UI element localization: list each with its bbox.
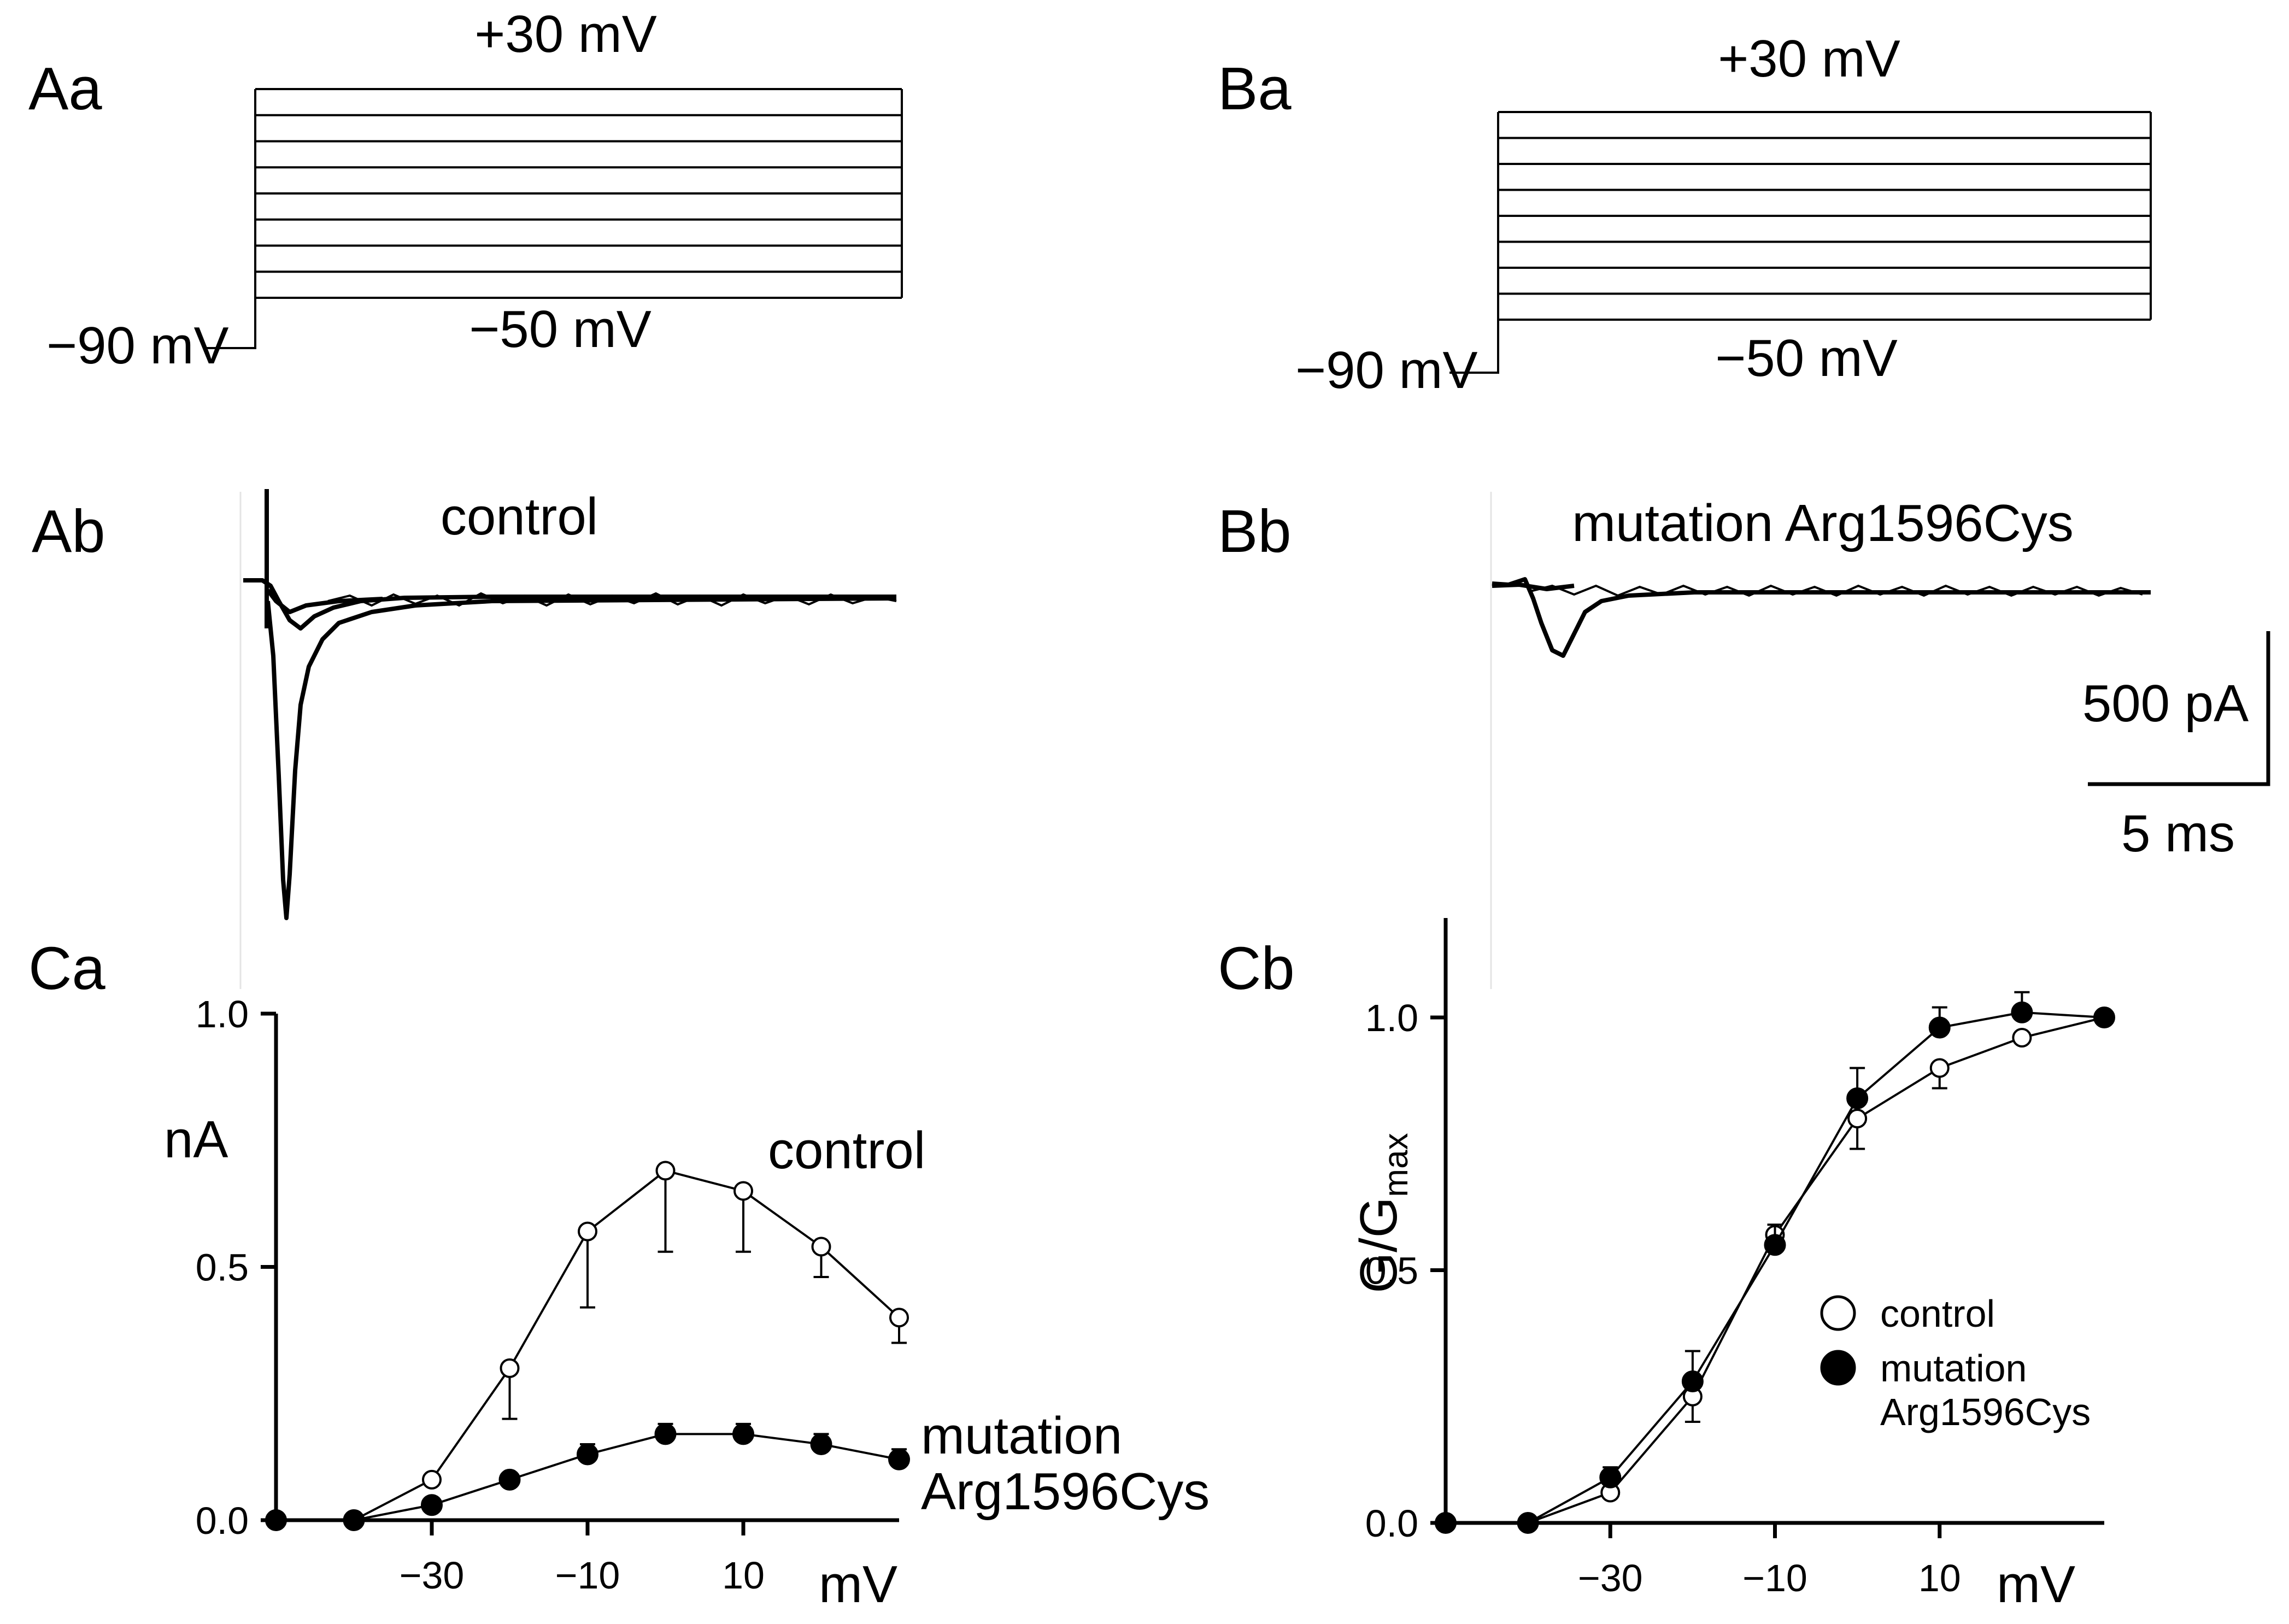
ca-series-control-point [733, 1181, 753, 1201]
panel-label-cb: Cb [1218, 935, 1295, 1002]
panel-label-bb: Bb [1218, 498, 1292, 565]
ca-series-mutation-point [810, 1433, 832, 1455]
cb-series-control-point [1929, 1058, 1950, 1078]
iv-chart-ca: 0.0 0.5 1.0 −30 −10 10 nA mV control mutation… [164, 993, 1210, 1614]
trace-a-noise [327, 592, 897, 607]
ca-series-mutation-point [888, 1448, 910, 1470]
cb-series-mutation-point [1681, 1370, 1704, 1392]
activation-chart-cb: 0.0 0.5 1.0 −30 −10 10 G/Gmax mV control muta… [1349, 918, 2115, 1614]
scale-bar-current-label: 500 pA [2082, 674, 2249, 733]
panel-label-ca: Ca [28, 935, 105, 1002]
ca-annotation-mutation-name: Arg1596Cys [921, 1462, 1210, 1521]
cb-y-tick-label: 0.5 [1365, 1250, 1418, 1292]
cb-y-tick-label: 1.0 [1365, 997, 1418, 1039]
panel-label-aa: Aa [28, 55, 102, 122]
ca-series-control-point [578, 1221, 597, 1241]
trace-a-small-current [243, 578, 896, 631]
protocol-a-holding-line [203, 298, 256, 349]
ca-series-control-point [889, 1308, 909, 1328]
ca-series-mutation-point [265, 1509, 287, 1531]
cb-legend-control: control [1880, 1292, 1995, 1335]
trace-a-peak-current [266, 596, 897, 920]
trace-b-label: mutation Arg1596Cys [1572, 494, 2074, 552]
cb-legend-open-marker [1820, 1295, 1856, 1331]
protocol-b-holding-label: −90 mV [1295, 341, 1478, 399]
ca-y-tick-label: 1.0 [196, 993, 249, 1035]
scale-bar: 500 pA 5 ms [2082, 631, 2270, 863]
cb-series-mutation-point [1517, 1512, 1539, 1534]
trace-b-baseline-current [1492, 582, 1575, 591]
cb-axes: 0.0 0.5 1.0 −30 −10 10 [1365, 918, 2104, 1599]
cb-legend-mutation-name: Arg1596Cys [1880, 1391, 2091, 1433]
panel-label-ab: Ab [32, 498, 105, 565]
protocol-b-steps [1498, 111, 2151, 321]
ca-annotation-mutation: mutation [921, 1407, 1122, 1465]
protocol-a-top-label: +30 mV [474, 5, 657, 63]
cb-legend-filled-marker [1820, 1350, 1856, 1386]
ca-y-tick-label: 0.0 [196, 1499, 249, 1542]
ca-annotation-control: control [768, 1121, 925, 1180]
ca-series [265, 1161, 910, 1531]
ca-y-tick-label: 0.5 [196, 1246, 249, 1289]
ca-series-control-point [500, 1358, 520, 1378]
ca-x-tick-label: −10 [555, 1554, 620, 1597]
ca-series-control-point [811, 1237, 831, 1257]
cb-series-control-point [1847, 1109, 1868, 1128]
ca-y-axis-label: nA [164, 1110, 228, 1169]
ca-series-mutation-point [343, 1509, 365, 1531]
cb-series-mutation-point [2093, 1007, 2115, 1028]
protocol-a-steps [255, 88, 902, 299]
cb-x-tick-label: −30 [1578, 1557, 1643, 1599]
trace-a-medium-current [266, 589, 383, 614]
ca-x-axis-label: mV [819, 1555, 897, 1614]
cb-series-mutation-point [1846, 1087, 1869, 1109]
protocol-b-top-label: +30 mV [1718, 30, 1900, 88]
ca-x-tick-label: 10 [722, 1554, 765, 1597]
cb-legend-mutation: mutation [1880, 1347, 2027, 1390]
protocol-a-bottom-label: −50 mV [469, 300, 652, 358]
voltage-protocol-a: +30 mV −50 mV −90 mV [46, 5, 903, 375]
trace-a-label: control [441, 487, 598, 546]
current-traces-mutation: mutation Arg1596Cys [1490, 492, 2151, 989]
ca-series-mutation-point [577, 1443, 598, 1466]
ca-series-mutation-point [654, 1423, 677, 1445]
current-traces-control: control [239, 487, 897, 989]
cb-series-mutation-point [1599, 1466, 1622, 1488]
cb-series-mutation-point [1928, 1016, 1951, 1039]
ca-x-tick-label: −30 [400, 1554, 465, 1597]
ca-series-control-point [655, 1161, 676, 1181]
trace-b-peak-current [1492, 577, 2151, 658]
voltage-protocol-b: +30 mV −50 mV −90 mV [1295, 30, 2152, 399]
cb-y-axis-label-main: G/G [1349, 1197, 1408, 1293]
ca-series-mutation-point [421, 1494, 443, 1516]
cb-y-axis-label-sub: max [1377, 1133, 1415, 1197]
ca-series-mutation-point [732, 1423, 754, 1445]
cb-x-tick-label: 10 [1918, 1557, 1961, 1599]
scale-bar-lines [2088, 631, 2270, 786]
protocol-b-bottom-label: −50 mV [1715, 329, 1898, 387]
cb-legend: control mutation Arg1596Cys [1820, 1292, 2091, 1433]
cb-series-control-point [2012, 1028, 2032, 1048]
cb-x-axis-label: mV [1997, 1555, 2075, 1614]
cb-series-mutation-line [1446, 1011, 2105, 1524]
cb-x-tick-label: −10 [1742, 1557, 1807, 1599]
trace-b-noise [1530, 584, 2143, 597]
cb-y-axis-label: G/Gmax [1349, 1133, 1415, 1293]
ca-axes: 0.0 0.5 1.0 −30 −10 10 [196, 993, 899, 1597]
protocol-b-holding-line [1449, 320, 1499, 374]
cb-y-tick-label: 0.0 [1365, 1502, 1418, 1545]
cb-series [1435, 991, 2115, 1534]
cb-series-mutation-point [1764, 1234, 1786, 1256]
cb-series-mutation-point [1435, 1512, 1457, 1534]
ca-series-control-point [422, 1469, 442, 1490]
ca-series-mutation-point [498, 1468, 521, 1491]
scale-bar-time-label: 5 ms [2121, 804, 2235, 863]
panel-label-ba: Ba [1218, 55, 1292, 122]
cb-series-mutation-point [2011, 1001, 2033, 1023]
cb-series-control-line [1446, 1016, 2105, 1524]
protocol-a-holding-label: −90 mV [46, 316, 229, 375]
